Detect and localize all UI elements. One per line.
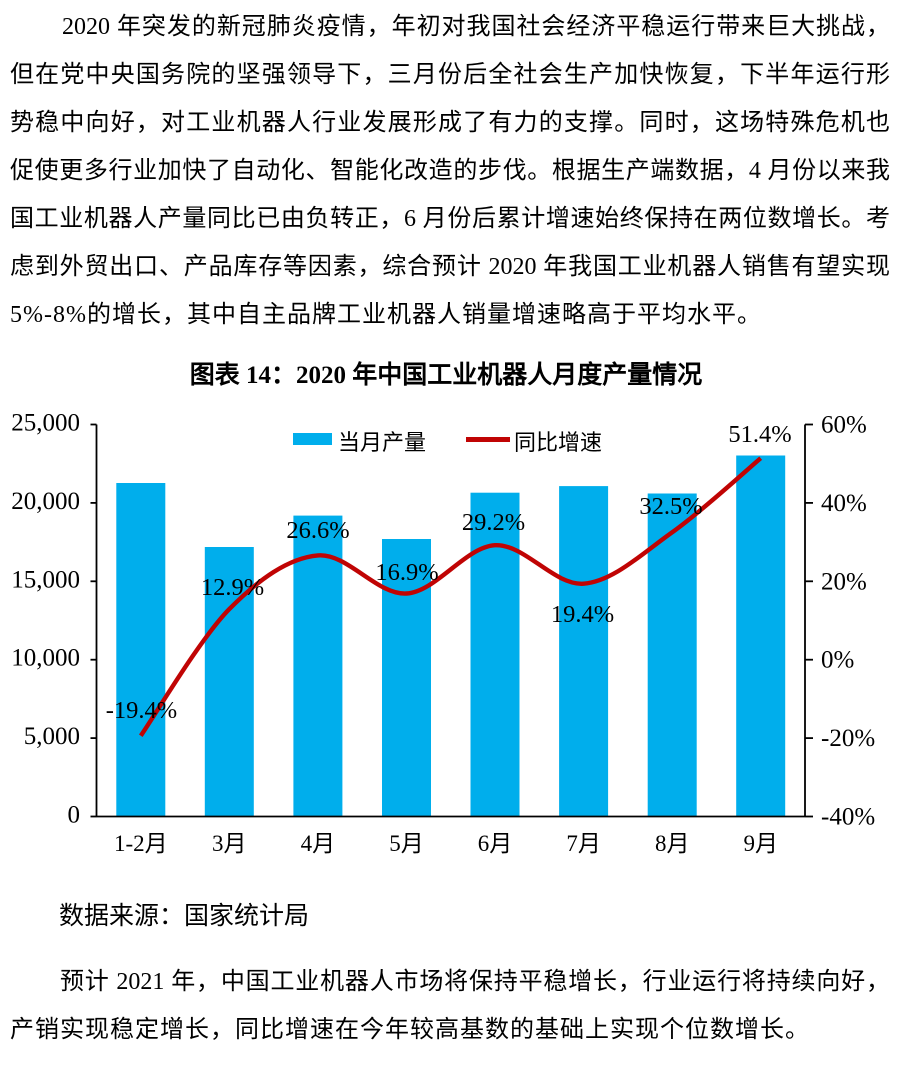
svg-text:6月: 6月	[478, 831, 513, 856]
svg-text:5月: 5月	[389, 831, 424, 856]
svg-text:19.4%: 19.4%	[551, 601, 614, 628]
svg-text:9月: 9月	[743, 831, 778, 856]
svg-text:5,000: 5,000	[24, 723, 80, 750]
svg-text:当月产量: 当月产量	[338, 430, 426, 455]
svg-text:12.9%: 12.9%	[201, 574, 264, 601]
svg-text:20,000: 20,000	[11, 488, 80, 515]
svg-text:0%: 0%	[821, 647, 854, 674]
svg-text:20%: 20%	[821, 568, 867, 595]
svg-text:0: 0	[68, 802, 81, 829]
svg-text:10,000: 10,000	[11, 645, 80, 672]
svg-text:40%: 40%	[821, 490, 867, 517]
svg-text:7月: 7月	[566, 831, 601, 856]
svg-text:4月: 4月	[301, 831, 336, 856]
svg-text:1-2月: 1-2月	[114, 831, 168, 856]
svg-text:32.5%: 32.5%	[639, 493, 702, 520]
svg-text:26.6%: 26.6%	[286, 517, 349, 544]
svg-text:25,000: 25,000	[11, 410, 80, 437]
svg-text:60%: 60%	[821, 412, 867, 439]
svg-text:-19.4%: -19.4%	[106, 697, 177, 724]
svg-text:-20%: -20%	[821, 725, 875, 752]
svg-text:8月: 8月	[655, 831, 690, 856]
svg-text:15,000: 15,000	[11, 566, 80, 593]
svg-text:-40%: -40%	[821, 804, 875, 831]
svg-text:同比增速: 同比增速	[514, 430, 602, 455]
svg-text:16.9%: 16.9%	[375, 559, 438, 586]
svg-text:3月: 3月	[212, 831, 247, 856]
svg-text:51.4%: 51.4%	[728, 421, 791, 448]
svg-text:29.2%: 29.2%	[462, 509, 525, 536]
